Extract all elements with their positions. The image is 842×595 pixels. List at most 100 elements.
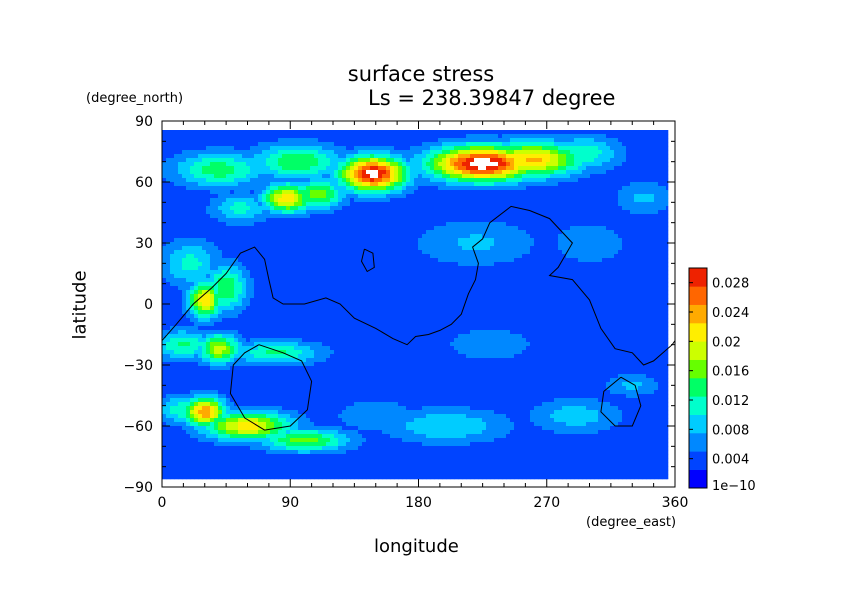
heatmap-cell bbox=[582, 262, 587, 267]
heatmap-cell bbox=[302, 134, 307, 139]
heatmap-cell bbox=[602, 230, 607, 235]
heatmap-cell bbox=[342, 174, 347, 179]
heatmap-cell bbox=[602, 130, 607, 135]
heatmap-cell bbox=[386, 182, 391, 187]
heatmap-cell bbox=[582, 270, 587, 275]
heatmap-cell bbox=[498, 254, 503, 259]
heatmap-cell bbox=[230, 158, 235, 163]
heatmap-cell bbox=[282, 186, 287, 191]
heatmap-cell bbox=[642, 154, 647, 159]
heatmap-cell bbox=[562, 250, 567, 255]
heatmap-cell bbox=[166, 234, 171, 239]
heatmap-cell bbox=[622, 142, 627, 147]
heatmap-cell bbox=[302, 254, 307, 259]
heatmap-cell bbox=[310, 158, 315, 163]
heatmap-cell bbox=[294, 162, 299, 167]
heatmap-cell bbox=[602, 138, 607, 143]
heatmap-cell bbox=[514, 250, 519, 255]
heatmap-cell bbox=[206, 218, 211, 223]
heatmap-cell bbox=[434, 218, 439, 223]
heatmap-cell bbox=[274, 222, 279, 227]
heatmap-cell bbox=[282, 142, 287, 147]
heatmap-cell bbox=[326, 246, 331, 251]
heatmap-cell bbox=[506, 214, 511, 219]
heatmap-cell bbox=[330, 246, 335, 251]
heatmap-cell bbox=[630, 154, 635, 159]
heatmap-cell bbox=[662, 198, 667, 203]
heatmap-cell bbox=[162, 242, 167, 247]
heatmap-cell bbox=[622, 234, 627, 239]
heatmap-cell bbox=[286, 170, 291, 175]
heatmap-cell bbox=[458, 282, 463, 287]
heatmap-cell bbox=[442, 246, 447, 251]
heatmap-cell bbox=[406, 214, 411, 219]
heatmap-cell bbox=[574, 190, 579, 195]
heatmap-cell bbox=[642, 166, 647, 171]
heatmap-cell bbox=[346, 130, 351, 135]
heatmap-cell bbox=[306, 230, 311, 235]
heatmap-cell bbox=[502, 194, 507, 199]
heatmap-cell bbox=[470, 246, 475, 251]
heatmap-cell bbox=[602, 170, 607, 175]
heatmap-cell bbox=[302, 238, 307, 243]
heatmap-cell bbox=[218, 266, 223, 271]
heatmap-cell bbox=[318, 150, 323, 155]
heatmap-cell bbox=[170, 186, 175, 191]
heatmap-cell bbox=[238, 166, 243, 171]
heatmap-cell bbox=[430, 146, 435, 151]
heatmap-cell bbox=[658, 206, 663, 211]
heatmap-cell bbox=[434, 234, 439, 239]
heatmap-cell bbox=[242, 182, 247, 187]
heatmap-cell bbox=[578, 210, 583, 215]
heatmap-cell bbox=[406, 190, 411, 195]
heatmap-cell bbox=[570, 258, 575, 263]
heatmap-cell bbox=[418, 190, 423, 195]
heatmap-cell bbox=[566, 274, 571, 279]
heatmap-cell bbox=[310, 250, 315, 255]
heatmap-cell bbox=[222, 230, 227, 235]
heatmap-cell bbox=[258, 226, 263, 231]
heatmap-cell bbox=[438, 150, 443, 155]
heatmap-cell bbox=[498, 138, 503, 143]
heatmap-cell bbox=[190, 222, 195, 227]
heatmap-cell bbox=[578, 190, 583, 195]
heatmap-cell bbox=[490, 266, 495, 271]
heatmap-cell bbox=[542, 250, 547, 255]
heatmap-cell bbox=[494, 134, 499, 139]
heatmap-cell bbox=[350, 242, 355, 247]
heatmap-cell bbox=[554, 210, 559, 215]
heatmap-cell bbox=[450, 186, 455, 191]
heatmap-cell bbox=[370, 146, 375, 151]
heatmap-cell bbox=[426, 194, 431, 199]
heatmap-cell bbox=[630, 234, 635, 239]
heatmap-cell bbox=[318, 214, 323, 219]
heatmap-cell bbox=[482, 178, 487, 183]
heatmap-cell bbox=[506, 166, 511, 171]
heatmap-cell bbox=[222, 210, 227, 215]
heatmap-cell bbox=[426, 218, 431, 223]
heatmap-cell bbox=[358, 230, 363, 235]
heatmap-cell bbox=[294, 198, 299, 203]
heatmap-cell bbox=[526, 190, 531, 195]
heatmap-cell bbox=[562, 158, 567, 163]
heatmap-cell bbox=[250, 250, 255, 255]
heatmap-cell bbox=[382, 194, 387, 199]
heatmap-cell bbox=[606, 170, 611, 175]
heatmap-cell bbox=[490, 274, 495, 279]
heatmap-cell bbox=[646, 214, 651, 219]
heatmap-cell bbox=[654, 138, 659, 143]
heatmap-cell bbox=[510, 198, 515, 203]
heatmap-cell bbox=[546, 238, 551, 243]
heatmap-cell bbox=[582, 170, 587, 175]
heatmap-cell bbox=[466, 154, 471, 159]
heatmap-cell bbox=[634, 222, 639, 227]
heatmap-cell bbox=[354, 182, 359, 187]
heatmap-cell bbox=[334, 282, 339, 287]
heatmap-cell bbox=[286, 222, 291, 227]
heatmap-cell bbox=[238, 186, 243, 191]
heatmap-cell bbox=[574, 246, 579, 251]
heatmap-cell bbox=[586, 194, 591, 199]
heatmap-cell bbox=[450, 150, 455, 155]
heatmap-cell bbox=[510, 166, 515, 171]
heatmap-cell bbox=[258, 242, 263, 247]
